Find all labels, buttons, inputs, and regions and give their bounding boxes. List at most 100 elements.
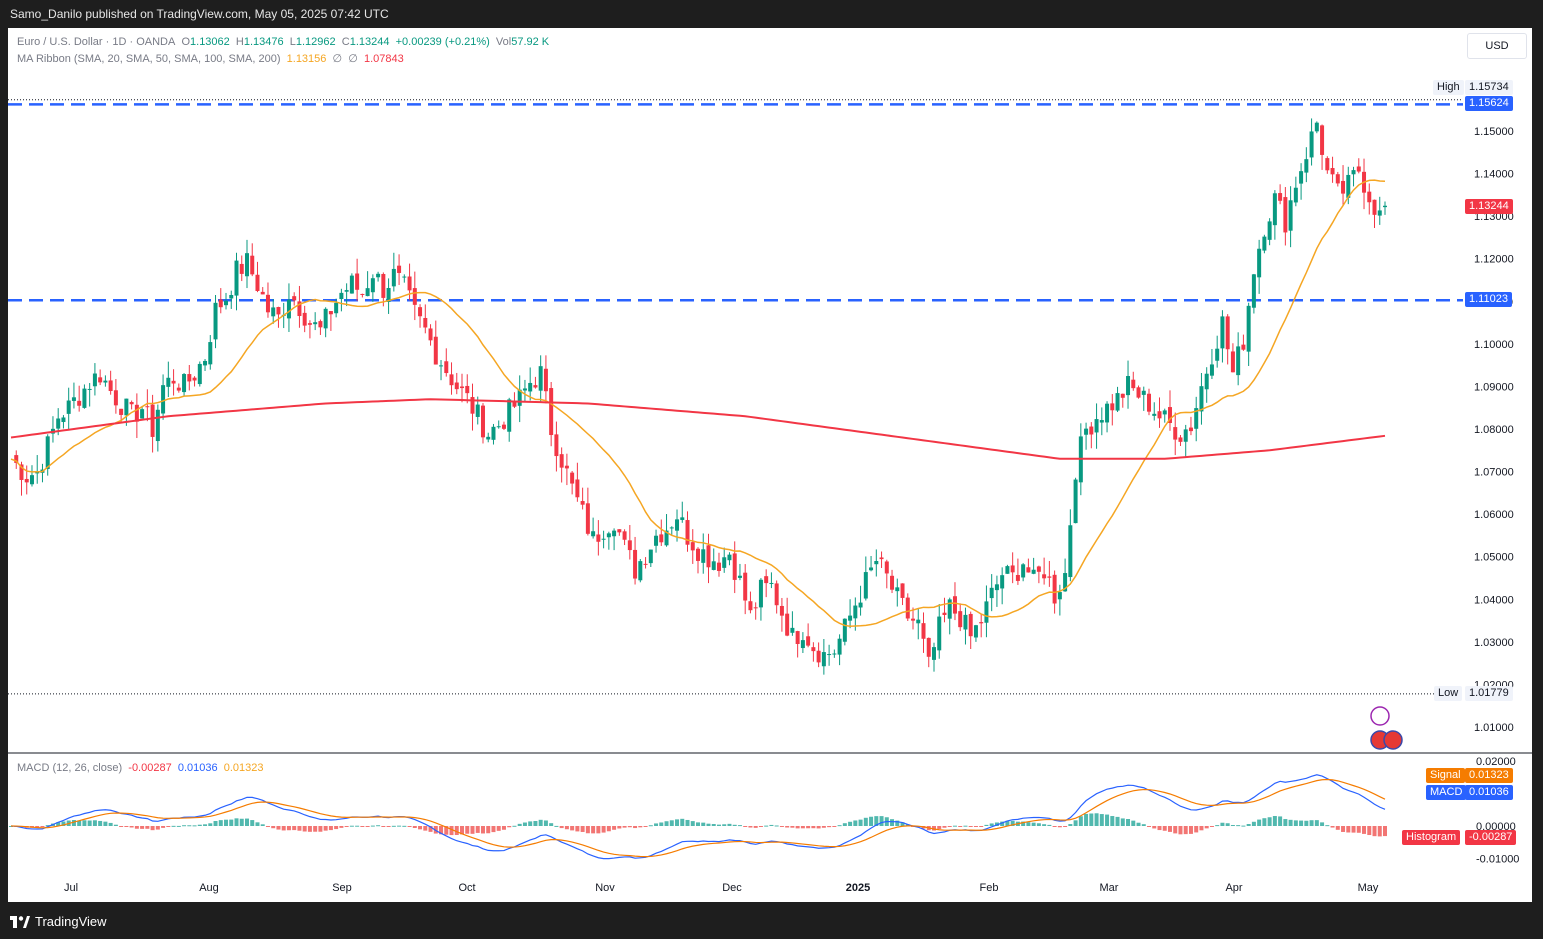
- change-value: +0.00239 (+0.21%): [395, 36, 490, 48]
- macd-histogram-bar: [171, 825, 176, 827]
- candle-body: [71, 397, 76, 401]
- macd-histogram-bar: [879, 816, 884, 826]
- signal-label-tag: Signal: [1426, 768, 1465, 783]
- macd-histogram-bar: [1031, 822, 1036, 826]
- macd-histogram-bar: [507, 826, 512, 828]
- macd-histogram-bar: [764, 825, 769, 827]
- macd-histogram-bar: [890, 819, 895, 826]
- chart-canvas[interactable]: 1.150001.140001.130001.120001.110001.100…: [8, 28, 1532, 902]
- high-value-tag: 1.15734: [1465, 80, 1513, 95]
- macd-histogram-bar: [958, 826, 963, 827]
- macd-histogram-bar: [696, 822, 700, 826]
- macd-histogram-bar: [103, 821, 108, 826]
- macd-histogram-bar: [496, 826, 501, 831]
- macd-histogram-bar: [800, 826, 805, 829]
- candle-body: [1341, 180, 1346, 194]
- candle-body: [197, 363, 202, 385]
- candle-body: [842, 618, 847, 642]
- candle-body: [1147, 393, 1152, 412]
- macd-histogram-bar: [743, 826, 748, 827]
- macd-histogram-bar: [591, 826, 596, 834]
- macd-histogram-bar: [428, 826, 433, 832]
- candle-body: [1215, 348, 1220, 361]
- macd-histogram-bar: [947, 826, 952, 827]
- open-value: 1.13062: [190, 36, 230, 48]
- candle-body: [1042, 574, 1047, 579]
- macd-histogram-bar: [900, 822, 905, 826]
- candle-body: [958, 611, 963, 628]
- candle-body: [512, 400, 517, 407]
- macd-histogram-bar: [1178, 826, 1183, 835]
- symbol-name: Euro / U.S. Dollar · 1D · OANDA: [17, 36, 176, 48]
- macd-histogram-bar: [989, 823, 994, 826]
- symbol-legend: Euro / U.S. Dollar · 1D · OANDA O1.13062…: [17, 36, 549, 48]
- candle-body: [1115, 393, 1120, 411]
- macd-histogram-bar: [1278, 816, 1283, 826]
- high-label: H: [235, 36, 244, 48]
- macd-histogram-bar: [460, 826, 465, 835]
- macd-histogram-bar: [1314, 820, 1319, 826]
- macd-value-tag: 0.01036: [1465, 785, 1513, 800]
- candle-body: [884, 561, 889, 574]
- macd-histogram-bar: [869, 816, 874, 826]
- macd-histogram-bar: [1063, 826, 1068, 827]
- candle-body: [821, 652, 826, 667]
- volume-label: Vol: [495, 36, 512, 48]
- time-tick-label: 2025: [846, 882, 870, 894]
- macd-histogram-bar: [1120, 818, 1125, 826]
- ma-ribbon-legend: MA Ribbon (SMA, 20, SMA, 50, SMA, 100, S…: [17, 52, 404, 65]
- time-tick-label: Aug: [199, 882, 219, 894]
- candle-body: [1068, 525, 1073, 578]
- time-tick-label: Nov: [595, 882, 615, 894]
- macd-histogram-bar: [1078, 816, 1083, 826]
- macd-histogram-bar: [35, 826, 40, 828]
- footer-bar: TradingView: [0, 906, 1543, 939]
- chart-frame[interactable]: 1.150001.140001.130001.120001.110001.100…: [8, 28, 1532, 902]
- macd-histogram-bar: [811, 826, 816, 829]
- candle-body: [701, 549, 706, 563]
- candle-body: [1120, 393, 1125, 398]
- candle-body: [486, 436, 491, 440]
- candle-body: [1047, 576, 1052, 578]
- macd-histogram-bar: [218, 820, 223, 826]
- candle-body: [1026, 567, 1031, 573]
- candle-body: [743, 572, 748, 601]
- macd-histogram-bar: [633, 826, 638, 829]
- candle-body: [931, 647, 936, 660]
- candle-body: [475, 404, 480, 417]
- macd-histogram-bar: [339, 826, 344, 828]
- macd-histogram-bar: [465, 826, 470, 834]
- tradingview-logo[interactable]: TradingView: [10, 914, 107, 929]
- candle-body: [1152, 413, 1157, 416]
- candle-body: [753, 607, 758, 609]
- macd-histogram-bar: [87, 820, 92, 826]
- macd-histogram-bar: [313, 826, 318, 832]
- macd-histogram-bar: [244, 818, 249, 826]
- candle-body: [56, 418, 61, 429]
- macd-histogram-bar: [1215, 825, 1220, 827]
- candle-body: [1099, 420, 1104, 423]
- macd-histogram-bar: [124, 826, 129, 827]
- candle-body: [811, 647, 816, 652]
- price-tick-label: 1.06000: [1474, 509, 1514, 521]
- macd-histogram-bar: [286, 826, 291, 831]
- candle-body: [622, 531, 627, 540]
- macd-histogram-bar: [1021, 821, 1026, 826]
- macd-hist-value: -0.00287: [128, 762, 172, 774]
- candle-body: [176, 387, 181, 391]
- candle-body: [937, 616, 942, 651]
- candle-body: [779, 605, 784, 616]
- candle-body: [224, 300, 229, 306]
- macd-histogram-bar: [1183, 826, 1188, 835]
- macd-histogram-bar: [1094, 813, 1099, 826]
- macd-histogram-bar: [622, 826, 627, 828]
- candle-body: [612, 530, 617, 537]
- macd-histogram-bar: [1341, 826, 1346, 832]
- candle-body: [423, 317, 428, 328]
- candle-body: [439, 365, 444, 367]
- macd-histogram-bar: [1052, 826, 1057, 827]
- candle-body: [517, 389, 522, 406]
- candle-body: [1010, 565, 1015, 573]
- candle-body: [14, 455, 19, 463]
- currency-button[interactable]: USD: [1467, 33, 1527, 59]
